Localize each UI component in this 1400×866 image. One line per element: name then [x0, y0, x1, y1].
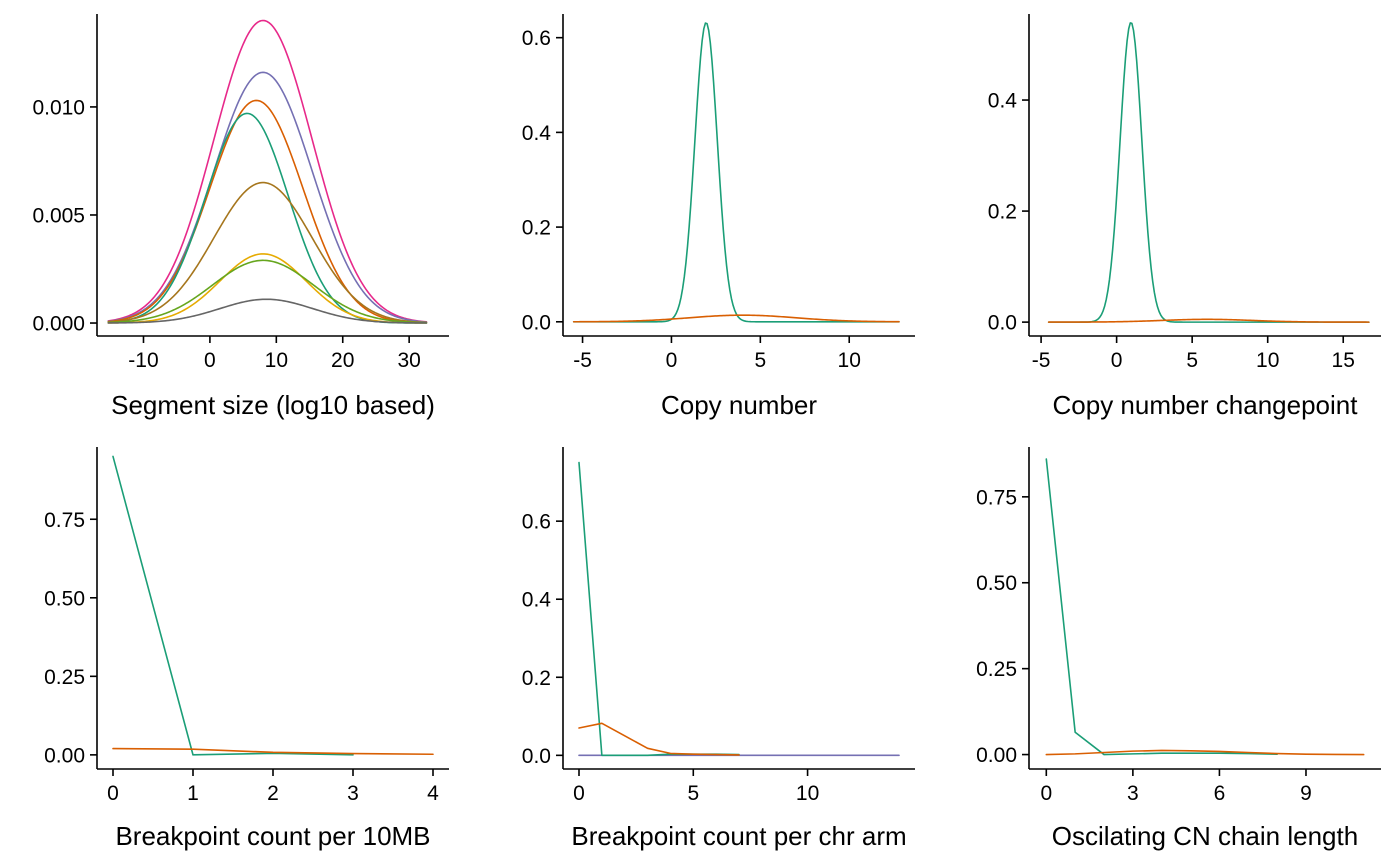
- x-tick-label: 10: [265, 349, 288, 372]
- y-tick-label: 0.0: [522, 745, 551, 768]
- y-tick-label: 0.2: [522, 667, 551, 690]
- x-tick-label: 10: [838, 349, 861, 372]
- x-tick-label: 0: [204, 349, 216, 372]
- series-line-orange: [1045, 749, 1365, 756]
- y-tick-label: 0.75: [44, 509, 85, 532]
- x-tick-label: 20: [331, 349, 354, 372]
- x-tick-label: -10: [128, 349, 158, 372]
- x-tick-label: 0: [1111, 349, 1123, 372]
- x-tick-label: 5: [687, 782, 699, 805]
- x-tick-label: 5: [1186, 349, 1198, 372]
- x-tick-label: 2: [267, 782, 279, 805]
- x-tick-label: 0: [573, 782, 585, 805]
- y-tick-label: 0.010: [32, 96, 85, 119]
- y-tick-label: 0.50: [976, 572, 1017, 595]
- series-line-teal: [572, 22, 900, 323]
- x-axis-title: Breakpoint count per chr arm: [571, 821, 906, 851]
- x-tick-label: 5: [754, 349, 766, 372]
- series-line-purple: [107, 71, 428, 323]
- panel-3: -5 0 5 10 15 0.0 0.2 0.4 Copy number changepoint: [988, 14, 1381, 420]
- series-line-teal: [107, 112, 428, 324]
- x-tick-label: 15: [1332, 349, 1355, 372]
- y-tick-label: 0.4: [522, 122, 552, 145]
- series-line-green: [107, 259, 428, 324]
- x-tick-label: 0: [107, 782, 119, 805]
- panel-1: -10 0 10 20 30 0.000 0.005 0.010 Segment size (l…: [32, 14, 449, 420]
- x-axis-title: Segment size (log10 based): [111, 390, 435, 420]
- series-line-grey: [107, 298, 428, 324]
- x-tick-label: 0: [1040, 782, 1052, 805]
- y-tick-label: 0.6: [522, 511, 551, 534]
- y-tick-label: 0.50: [44, 587, 85, 610]
- series-line-orange: [578, 722, 740, 756]
- y-tick-label: 0.4: [522, 589, 552, 612]
- x-tick-label: 10: [1256, 349, 1279, 372]
- y-tick-label: 0.2: [988, 201, 1017, 224]
- series-line-orange: [112, 747, 434, 756]
- series-line-yellow: [107, 253, 428, 324]
- series-line-teal: [112, 455, 354, 756]
- y-tick-label: 0.005: [32, 204, 85, 227]
- x-axis-title: Breakpoint count per 10MB: [115, 821, 430, 851]
- y-tick-label: 0.000: [32, 313, 85, 336]
- panel-6: 0 3 6 9 0.00 0.25 0.50 0.75 Oscilating CN chain …: [976, 447, 1381, 851]
- x-tick-label: 6: [1214, 782, 1226, 805]
- y-tick-label: 0.75: [976, 486, 1017, 509]
- y-tick-label: 0.25: [976, 658, 1017, 681]
- y-tick-label: 0.2: [522, 217, 551, 240]
- y-tick-label: 0.00: [44, 744, 85, 767]
- y-tick-label: 0.25: [44, 666, 85, 689]
- x-axis-title: Oscilating CN chain length: [1052, 821, 1358, 851]
- series-line-brown: [107, 181, 428, 324]
- panel-2: -5 0 5 10 0.0 0.2 0.4 0.6 Copy number: [522, 14, 915, 420]
- y-tick-label: 0.0: [522, 311, 551, 334]
- x-tick-label: -5: [573, 349, 592, 372]
- y-tick-label: 0.4: [988, 90, 1018, 113]
- panel-5: 0 5 10 0.0 0.2 0.4 0.6 Breakpoint count per chr…: [522, 447, 915, 851]
- series-line-orange: [107, 99, 428, 324]
- x-tick-label: 4: [427, 782, 439, 805]
- x-tick-label: 30: [397, 349, 420, 372]
- series-line-teal: [578, 461, 740, 757]
- x-tick-label: 10: [796, 782, 819, 805]
- series-line-orange: [1047, 318, 1370, 323]
- series-line-orange: [572, 314, 900, 323]
- x-tick-label: 1: [187, 782, 199, 805]
- x-tick-label: -5: [1032, 349, 1051, 372]
- x-axis-title: Copy number changepoint: [1053, 390, 1359, 420]
- panel-4: 0 1 2 3 4 0.00 0.25 0.50 0.75 Breakpoint count pe…: [44, 447, 449, 851]
- x-tick-label: 9: [1300, 782, 1312, 805]
- x-tick-label: 3: [1127, 782, 1139, 805]
- x-tick-label: 0: [666, 349, 678, 372]
- y-tick-label: 0.6: [522, 27, 551, 50]
- series-line-magenta: [107, 19, 428, 323]
- series-line-teal: [1045, 458, 1278, 756]
- y-tick-label: 0.0: [988, 312, 1017, 335]
- x-axis-title: Copy number: [661, 390, 817, 420]
- series-line-teal: [1047, 22, 1370, 323]
- y-tick-label: 0.00: [976, 744, 1017, 767]
- x-tick-label: 3: [347, 782, 359, 805]
